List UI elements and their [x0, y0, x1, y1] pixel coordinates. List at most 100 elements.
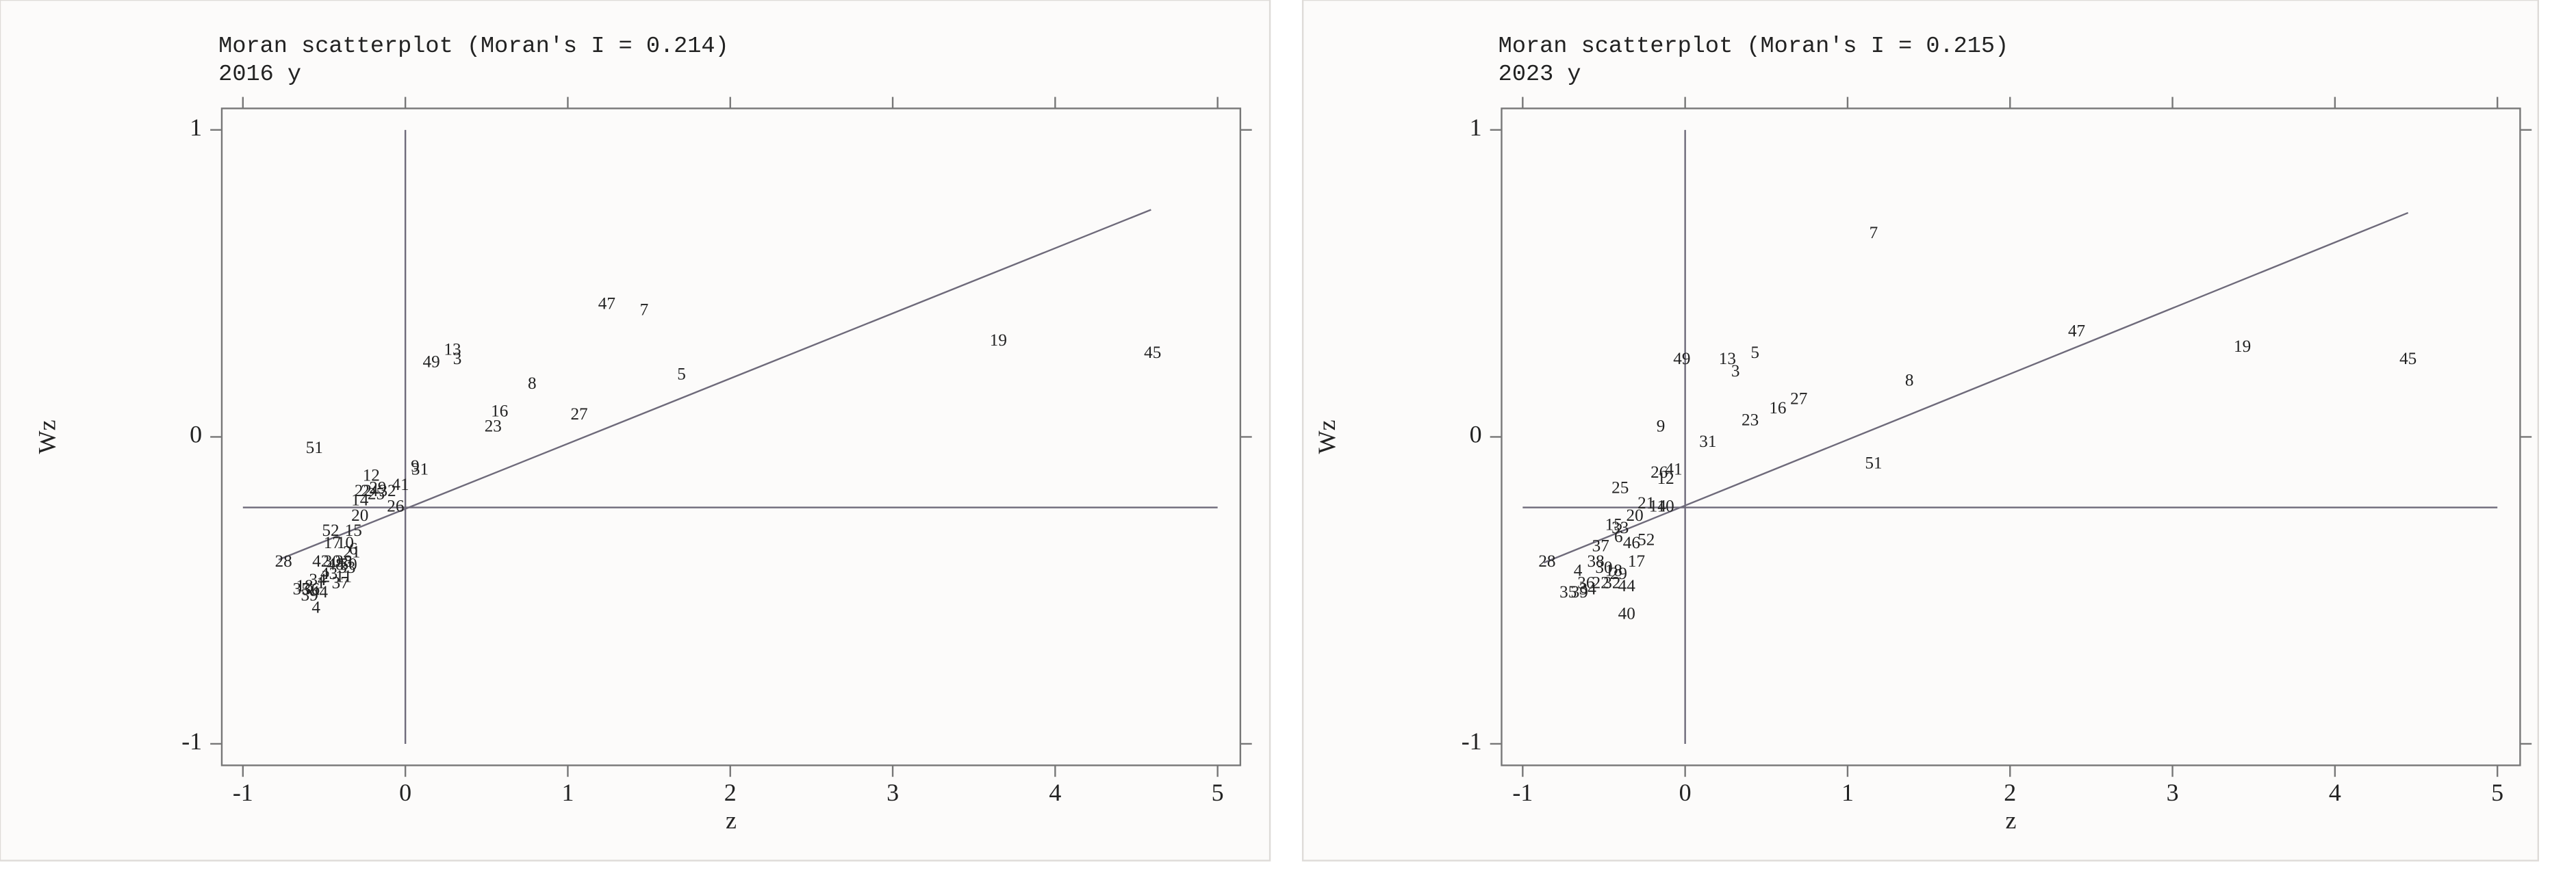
point-label: 13	[444, 341, 461, 359]
point-label: 24	[361, 482, 379, 500]
point-label: 30	[1595, 558, 1612, 577]
x-tick-label: 2	[724, 779, 737, 806]
point-label: 17	[1628, 552, 1645, 571]
point-label: 29	[369, 478, 386, 497]
point-label: 38	[335, 552, 352, 571]
point-label: 6	[1614, 528, 1623, 546]
point-label: 10	[337, 534, 354, 552]
y-tick-label: 1	[1470, 114, 1482, 141]
point-label: 25	[1611, 478, 1629, 497]
point-label: 40	[1618, 604, 1635, 623]
point-label: 27	[1790, 389, 1807, 408]
y-axis-label: Wz	[1313, 419, 1340, 454]
point-label: 18	[296, 577, 313, 595]
point-label: 3	[1731, 362, 1740, 380]
point-label: 45	[1144, 344, 1161, 362]
point-label: 11	[335, 568, 352, 586]
point-label: 41	[392, 476, 409, 494]
point-label: 7	[640, 300, 649, 319]
point-label: 51	[1865, 454, 1882, 473]
point-label: 4	[1574, 562, 1583, 580]
point-label: 14	[1649, 497, 1667, 515]
point-label: 15	[1605, 515, 1622, 534]
point-label: 34	[309, 571, 327, 589]
point-label: 22	[1592, 573, 1609, 592]
panel-background	[0, 0, 1271, 862]
x-tick-label: 5	[1212, 779, 1224, 806]
point-label: 9	[411, 457, 420, 476]
y-tick-label: -1	[1462, 727, 1482, 755]
point-label: 52	[322, 521, 339, 540]
point-label: 52	[1637, 531, 1655, 550]
point-label: 33	[338, 558, 355, 577]
x-tick-label: 4	[2329, 779, 2341, 806]
point-label: 31	[1699, 432, 1716, 451]
y-tick-label: -1	[181, 727, 202, 755]
point-label: 21	[1637, 494, 1655, 513]
x-tick-label: 3	[2167, 779, 2179, 806]
point-label: 22	[355, 482, 372, 500]
point-label: 1	[316, 573, 325, 592]
chart-subtitle: 2016 y	[218, 62, 301, 88]
point-label: 25	[368, 485, 385, 503]
point-label: 19	[990, 331, 1007, 350]
point-label: 50	[340, 556, 357, 574]
x-axis-label: z	[726, 807, 737, 834]
point-label: 39	[1571, 583, 1588, 602]
point-label: 23	[485, 417, 502, 436]
x-tick-label: 0	[399, 779, 411, 806]
point-label: 12	[1657, 469, 1674, 488]
point-label: 14	[351, 491, 369, 509]
point-label: 20	[351, 506, 368, 525]
point-label: 30	[324, 552, 341, 571]
y-tick-label: 0	[190, 421, 202, 448]
point-label: 28	[1538, 552, 1555, 571]
fit-line	[278, 209, 1151, 560]
point-label: 36	[303, 580, 320, 598]
point-label: 5	[677, 365, 686, 383]
point-label: 19	[2234, 337, 2251, 356]
point-label: 49	[423, 353, 440, 372]
point-label: 26	[387, 497, 404, 515]
point-label: 47	[598, 294, 615, 313]
point-label: 13	[1719, 350, 1736, 368]
point-label: 4	[311, 598, 320, 617]
point-label: 45	[2399, 350, 2416, 368]
point-label: 8	[528, 374, 537, 393]
point-label: 16	[1769, 399, 1786, 417]
x-tick-label: 1	[561, 779, 574, 806]
point-label: 23	[1742, 411, 1759, 430]
y-tick-label: 0	[1470, 421, 1482, 448]
point-label: 18	[1605, 562, 1622, 580]
point-label: 17	[324, 534, 341, 552]
chart-title: Moran scatterplot (Moran's I = 0.215)	[1499, 34, 2009, 60]
x-tick-label: 1	[1841, 779, 1854, 806]
x-tick-label: -1	[233, 779, 253, 806]
point-label: 42	[312, 552, 329, 571]
point-label: 41	[1665, 461, 1682, 479]
point-label: 20	[1626, 506, 1643, 525]
x-tick-label: 3	[887, 779, 899, 806]
point-label: 16	[491, 402, 508, 420]
point-label: 46	[1623, 534, 1640, 552]
point-label: 37	[332, 573, 349, 592]
panel-background	[1301, 0, 2540, 862]
point-label: 47	[2068, 322, 2085, 341]
point-label: 37	[1592, 537, 1609, 556]
point-label: 35	[293, 580, 310, 598]
point-label: 6	[349, 540, 358, 558]
point-label: 38	[1587, 552, 1605, 571]
x-axis-label: z	[2005, 807, 2016, 834]
point-label: 48	[327, 556, 344, 574]
point-label: 31	[411, 461, 429, 479]
point-label: 26	[1650, 463, 1668, 482]
x-tick-label: 0	[1679, 779, 1692, 806]
point-label: 27	[570, 405, 587, 424]
x-tick-label: 2	[2004, 779, 2016, 806]
point-label: 9	[1657, 417, 1666, 436]
point-label: 33	[1611, 519, 1629, 537]
point-label: 15	[345, 521, 362, 540]
point-label: 32	[379, 482, 396, 500]
x-tick-label: -1	[1512, 779, 1533, 806]
